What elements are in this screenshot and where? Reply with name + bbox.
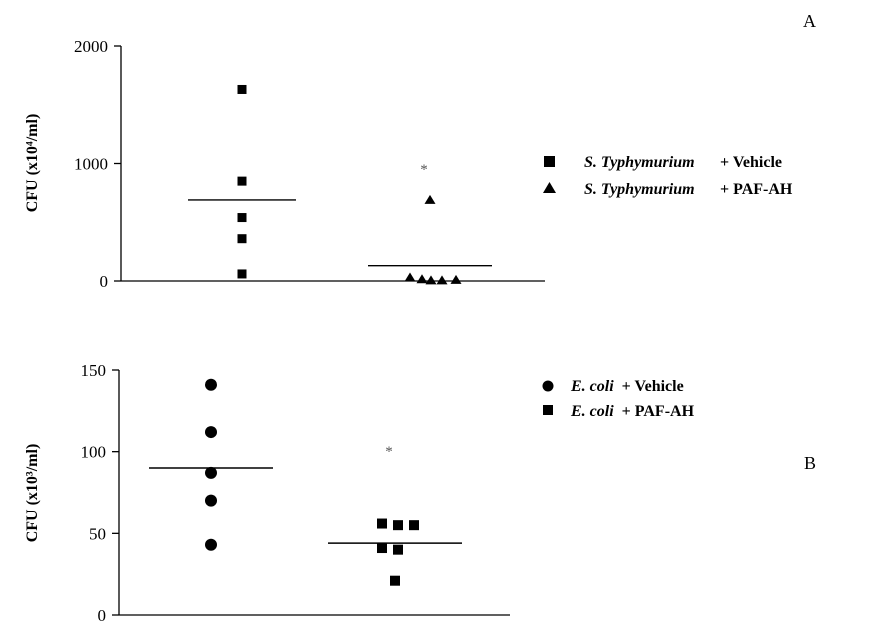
legend-a-0-italic: S. Typhymurium	[584, 154, 695, 171]
data-point	[237, 176, 247, 186]
data-marks-b: *	[149, 378, 462, 586]
legend-entry-a-0: S. Typhymurium + Vehicle	[544, 154, 782, 171]
legend-b-0-rest: + Vehicle	[622, 378, 684, 395]
data-point	[237, 269, 247, 279]
data-point	[424, 194, 436, 204]
data-marks-a: *	[188, 84, 492, 285]
panel-a: A CFU (x10⁴/ml) 0 1000 2000 * S. Typhymuri…	[24, 11, 816, 291]
legend-b-0-italic: E. coli	[570, 378, 614, 395]
panel-b: B CFU (x10³/ml) 0 50 100 150 * E. coli + Ve…	[24, 361, 816, 625]
data-point	[237, 84, 247, 94]
legend-square-marker	[544, 156, 555, 167]
y-ticks-b: 0 50 100 150	[81, 361, 119, 625]
svg-text:E. coli + Vehicle: E. coli + Vehicle	[570, 378, 684, 395]
legend-a-1-italic: S. Typhymurium	[584, 181, 695, 198]
y-axis-label-b: CFU (x10³/ml)	[24, 444, 41, 543]
data-point	[205, 494, 217, 507]
svg-text:S. Typhymurium + PAF: S. Typhymurium + PAF-AH	[584, 181, 793, 198]
y-tick-label: 0	[100, 272, 109, 291]
data-point	[205, 426, 217, 439]
y-axis-label-a: CFU (x10⁴/ml)	[24, 114, 41, 213]
y-tick-label: 2000	[74, 37, 108, 56]
data-point	[377, 518, 387, 529]
y-tick-label: 0	[98, 606, 107, 625]
data-point	[416, 274, 428, 284]
data-point	[436, 275, 448, 285]
legend-b-1-italic: E. coli	[570, 403, 614, 420]
svg-text:S. Typhymurium + Veh: S. Typhymurium + Vehicle	[584, 154, 782, 171]
data-point	[425, 275, 437, 285]
y-tick-label: 150	[81, 361, 107, 380]
legend-a: S. Typhymurium + Vehicle S. Typhymurium …	[543, 154, 793, 198]
significance-asterisk: *	[420, 162, 428, 178]
data-point	[393, 520, 403, 531]
svg-text:E. coli + PAF-AH: E. coli + PAF-AH	[570, 403, 695, 420]
data-point	[205, 538, 217, 551]
panel-label-a: A	[803, 11, 816, 31]
legend-entry-b-1: E. coli + PAF-AH	[543, 403, 695, 420]
legend-triangle-marker	[543, 182, 556, 193]
data-point	[205, 378, 217, 391]
legend-a-1-rest: + PAF-AH	[720, 181, 793, 198]
significance-asterisk: *	[385, 444, 393, 460]
data-point	[205, 466, 217, 479]
legend-entry-b-0: E. coli + Vehicle	[542, 378, 684, 395]
y-tick-label: 1000	[74, 155, 108, 174]
data-point	[237, 234, 247, 244]
data-point	[390, 575, 400, 586]
data-point	[404, 272, 416, 282]
data-point	[409, 520, 419, 531]
legend-entry-a-1: S. Typhymurium + PAF-AH	[543, 181, 793, 198]
data-point	[377, 543, 387, 554]
legend-square-marker	[543, 405, 553, 415]
y-ticks-a: 0 1000 2000	[74, 37, 121, 291]
panel-label-b: B	[804, 453, 816, 473]
y-tick-label: 100	[81, 443, 107, 462]
legend-circle-marker	[542, 380, 554, 392]
y-tick-label: 50	[89, 524, 106, 543]
data-point	[237, 213, 247, 223]
legend-b: E. coli + Vehicle E. coli + PAF-AH	[542, 378, 695, 420]
legend-a-0-rest: + Vehicle	[720, 154, 782, 171]
legend-b-1-rest: + PAF-AH	[622, 403, 695, 420]
data-point	[393, 544, 403, 555]
data-point	[450, 274, 462, 284]
